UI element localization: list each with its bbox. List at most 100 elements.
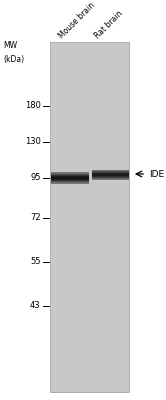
Bar: [53, 178, 54, 179]
Bar: [110, 174, 111, 175]
Bar: [125, 179, 126, 180]
Bar: [105, 178, 106, 179]
Bar: [61, 172, 62, 173]
Bar: [123, 176, 124, 177]
Bar: [99, 179, 100, 180]
Bar: [66, 172, 67, 173]
Bar: [84, 173, 85, 174]
Bar: [115, 172, 116, 173]
Bar: [81, 179, 82, 180]
Bar: [95, 171, 96, 172]
Bar: [123, 179, 124, 180]
Bar: [71, 174, 72, 175]
Bar: [65, 174, 66, 175]
Bar: [69, 174, 70, 175]
Bar: [83, 182, 84, 183]
Bar: [55, 174, 56, 175]
Bar: [77, 174, 78, 175]
Bar: [82, 172, 83, 173]
Bar: [62, 175, 63, 176]
Bar: [69, 181, 70, 182]
Bar: [105, 176, 106, 177]
Bar: [78, 177, 79, 178]
Bar: [86, 178, 87, 179]
Bar: [105, 172, 106, 173]
Bar: [99, 176, 100, 177]
Bar: [52, 179, 53, 180]
Bar: [127, 170, 128, 171]
Bar: [85, 172, 86, 173]
Bar: [68, 183, 69, 184]
Bar: [108, 179, 109, 180]
Bar: [54, 173, 55, 174]
Bar: [88, 182, 89, 183]
Bar: [55, 182, 56, 183]
Bar: [110, 179, 111, 180]
Bar: [109, 175, 110, 176]
Bar: [70, 182, 71, 183]
Bar: [79, 182, 80, 183]
Bar: [59, 179, 60, 180]
Bar: [123, 174, 124, 175]
Bar: [79, 173, 80, 174]
Bar: [57, 178, 58, 179]
Bar: [111, 171, 112, 172]
Bar: [121, 177, 122, 178]
Bar: [106, 173, 107, 174]
Bar: [118, 173, 119, 174]
Bar: [128, 175, 129, 176]
Bar: [81, 177, 82, 178]
Bar: [107, 171, 108, 172]
Bar: [56, 177, 57, 178]
Bar: [125, 170, 126, 171]
Bar: [71, 172, 72, 173]
Bar: [99, 177, 100, 178]
Bar: [51, 176, 52, 177]
Bar: [96, 171, 97, 172]
Text: IDE: IDE: [149, 170, 165, 178]
Bar: [112, 179, 113, 180]
Bar: [94, 174, 95, 175]
Bar: [109, 177, 110, 178]
Bar: [85, 178, 86, 179]
Bar: [122, 170, 123, 171]
Bar: [95, 174, 96, 175]
Bar: [87, 176, 88, 177]
Bar: [98, 178, 99, 179]
Bar: [67, 181, 68, 182]
Bar: [123, 172, 124, 173]
Bar: [65, 173, 66, 174]
Bar: [81, 173, 82, 174]
Bar: [65, 179, 66, 180]
Bar: [82, 176, 83, 177]
Bar: [69, 182, 70, 183]
Bar: [128, 172, 129, 173]
Bar: [95, 172, 96, 173]
Bar: [113, 174, 114, 175]
Bar: [80, 182, 81, 183]
Bar: [109, 173, 110, 174]
Bar: [70, 181, 71, 182]
Bar: [56, 180, 57, 181]
Bar: [98, 179, 99, 180]
Bar: [58, 173, 59, 174]
Bar: [81, 180, 82, 181]
Bar: [70, 174, 71, 175]
Bar: [94, 171, 95, 172]
Bar: [128, 173, 129, 174]
Bar: [107, 173, 108, 174]
Bar: [76, 174, 77, 175]
Bar: [55, 179, 56, 180]
Bar: [128, 176, 129, 177]
Bar: [71, 173, 72, 174]
Bar: [62, 183, 63, 184]
Bar: [124, 173, 125, 174]
Bar: [62, 181, 63, 182]
Bar: [92, 171, 93, 172]
Bar: [127, 179, 128, 180]
Bar: [85, 183, 86, 184]
Bar: [84, 172, 85, 173]
Bar: [64, 176, 65, 177]
Bar: [113, 176, 114, 177]
Bar: [105, 177, 106, 178]
